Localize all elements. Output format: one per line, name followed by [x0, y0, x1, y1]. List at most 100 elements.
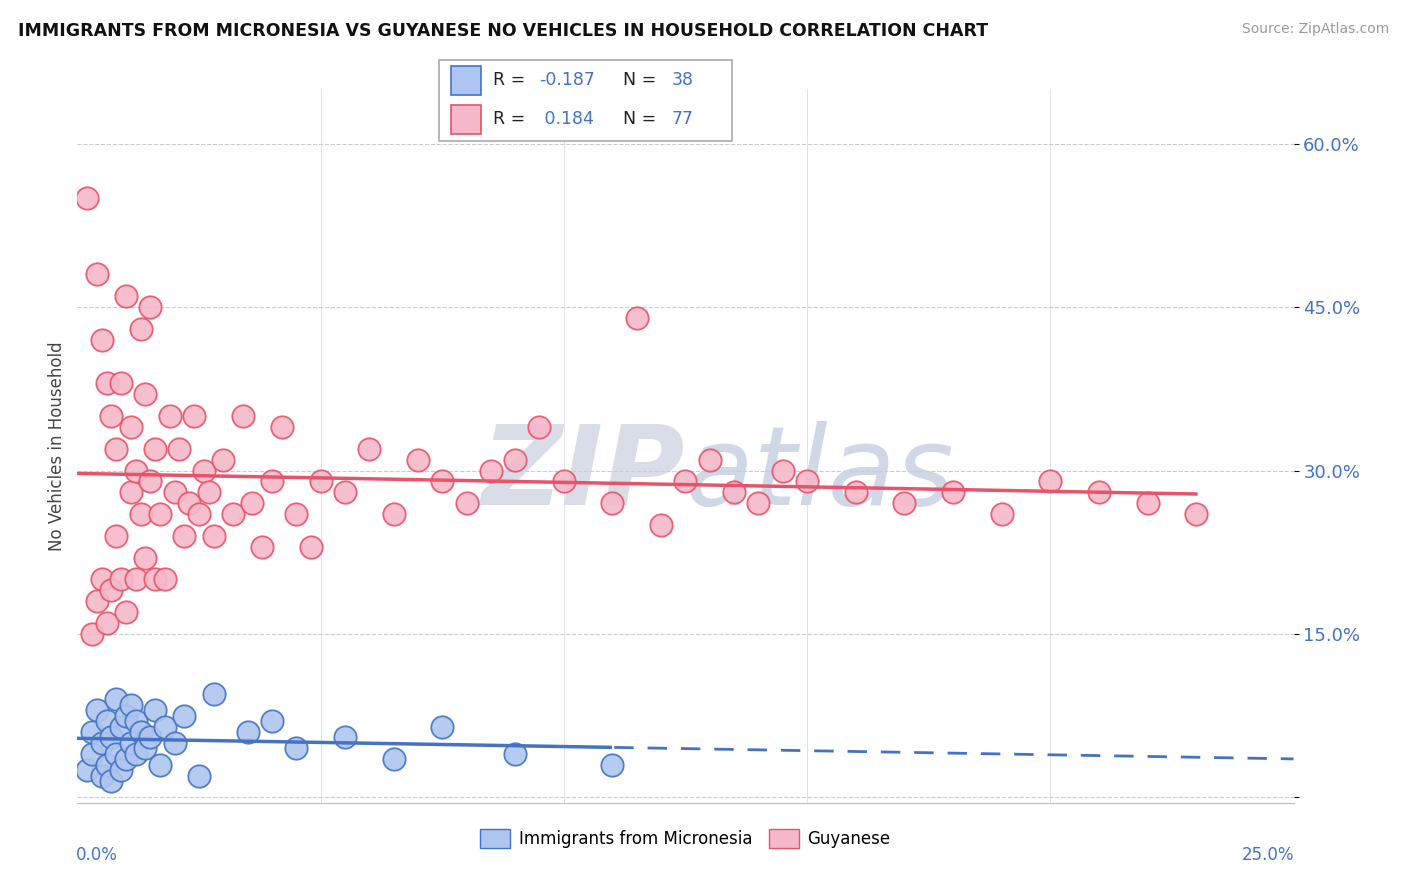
Point	[134, 387, 156, 401]
Point	[120, 420, 142, 434]
Point	[125, 463, 148, 477]
Y-axis label: No Vehicles in Household: No Vehicles in Household	[48, 341, 66, 551]
Point	[125, 747, 148, 761]
Point	[90, 768, 112, 782]
Point	[747, 496, 769, 510]
Point	[503, 747, 526, 761]
Point	[942, 485, 965, 500]
Point	[163, 736, 186, 750]
Text: N =: N =	[623, 110, 662, 128]
Text: Source: ZipAtlas.com: Source: ZipAtlas.com	[1241, 22, 1389, 37]
Point	[893, 496, 915, 510]
Point	[222, 507, 245, 521]
Text: 0.184: 0.184	[538, 110, 593, 128]
Point	[382, 507, 405, 521]
Point	[193, 463, 215, 477]
Point	[105, 692, 128, 706]
Point	[212, 452, 235, 467]
Point	[1185, 507, 1208, 521]
Point	[120, 485, 142, 500]
Point	[430, 720, 453, 734]
Point	[120, 736, 142, 750]
Point	[1088, 485, 1111, 500]
Point	[110, 573, 132, 587]
Point	[90, 736, 112, 750]
Point	[100, 731, 122, 745]
Text: 77: 77	[672, 110, 693, 128]
Text: R =: R =	[494, 71, 531, 89]
Point	[105, 747, 128, 761]
Point	[197, 485, 219, 500]
Text: R =: R =	[494, 110, 531, 128]
Point	[188, 507, 211, 521]
Point	[100, 409, 122, 423]
Point	[242, 496, 264, 510]
Point	[845, 485, 868, 500]
Point	[503, 452, 526, 467]
Point	[96, 615, 118, 630]
Point	[96, 376, 118, 391]
Point	[100, 774, 122, 789]
Point	[602, 757, 624, 772]
Point	[159, 409, 181, 423]
Point	[406, 452, 429, 467]
Point	[86, 594, 108, 608]
Point	[285, 507, 308, 521]
Point	[309, 475, 332, 489]
Point	[675, 475, 697, 489]
Point	[125, 714, 148, 728]
Point	[260, 475, 283, 489]
Point	[149, 757, 172, 772]
Point	[110, 763, 132, 777]
Text: 38: 38	[672, 71, 693, 89]
Point	[232, 409, 254, 423]
Point	[173, 708, 195, 723]
Point	[143, 442, 166, 456]
Point	[143, 703, 166, 717]
Text: -0.187: -0.187	[538, 71, 595, 89]
Point	[90, 573, 112, 587]
Point	[333, 485, 356, 500]
Point	[120, 698, 142, 712]
Point	[456, 496, 478, 510]
Point	[105, 442, 128, 456]
Point	[1039, 475, 1062, 489]
FancyBboxPatch shape	[439, 60, 733, 141]
Point	[626, 310, 648, 325]
Point	[80, 747, 103, 761]
Point	[183, 409, 205, 423]
Text: 0.0%: 0.0%	[76, 846, 118, 863]
Point	[96, 757, 118, 772]
Point	[202, 687, 225, 701]
Point	[80, 627, 103, 641]
Point	[382, 752, 405, 766]
Point	[602, 496, 624, 510]
Point	[529, 420, 551, 434]
Point	[76, 191, 98, 205]
Point	[115, 708, 138, 723]
Point	[115, 289, 138, 303]
Text: N =: N =	[623, 71, 662, 89]
Point	[796, 475, 818, 489]
Point	[285, 741, 308, 756]
Point	[110, 376, 132, 391]
Text: atlas: atlas	[686, 421, 955, 528]
Point	[169, 442, 191, 456]
Point	[723, 485, 745, 500]
Point	[250, 540, 273, 554]
Point	[134, 550, 156, 565]
Point	[699, 452, 721, 467]
Point	[105, 529, 128, 543]
Point	[153, 720, 176, 734]
Point	[153, 573, 176, 587]
Point	[115, 605, 138, 619]
Point	[188, 768, 211, 782]
Point	[110, 720, 132, 734]
Point	[143, 573, 166, 587]
Point	[299, 540, 322, 554]
Point	[86, 268, 108, 282]
Point	[129, 507, 152, 521]
Point	[990, 507, 1012, 521]
Point	[270, 420, 292, 434]
Bar	[451, 67, 481, 95]
